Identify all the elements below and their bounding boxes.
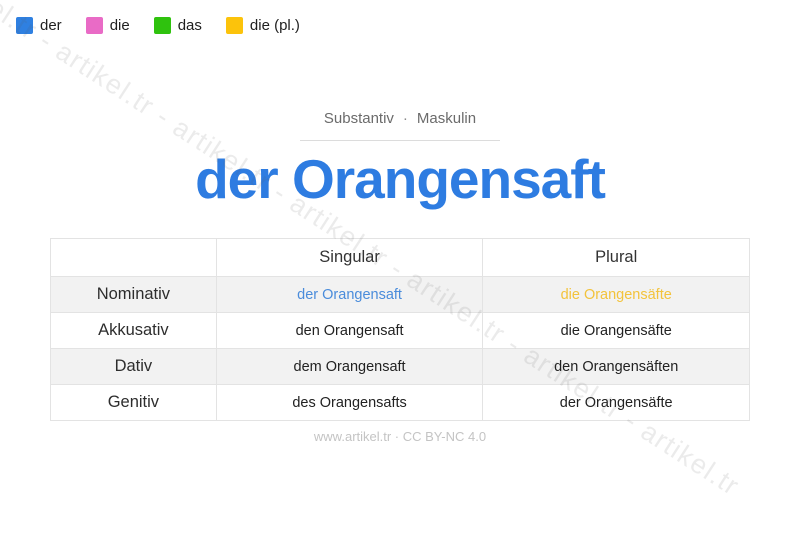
word-type-label: Substantiv (323, 110, 394, 127)
case-column-header (50, 238, 217, 277)
case-label: Akkusativ (50, 312, 217, 349)
separator-dot: · (402, 110, 408, 127)
dativ-plural-value: den Orangensäften (482, 348, 750, 385)
gender-label: Maskulin (416, 110, 477, 127)
case-label: Dativ (50, 348, 217, 385)
legend-label: die (pl.) (249, 17, 300, 34)
table-row-dativ: Dativ dem Orangensaft den Orangensäften (50, 348, 750, 385)
nominativ-singular-value: der Orangensaft (215, 276, 484, 313)
legend-item-die-plural[interactable]: die (pl.) (225, 17, 300, 34)
case-label: Genitiv (50, 384, 217, 421)
nominativ-plural-value: die Orangensäfte (482, 276, 750, 313)
legend-label: das (177, 17, 202, 34)
plural-column-header: Plural (482, 238, 750, 277)
singular-column-header: Singular (215, 238, 484, 277)
table-row-nominativ: Nominativ der Orangensaft die Orangensäf… (50, 276, 750, 313)
legend-item-das[interactable]: das (153, 17, 202, 34)
legend-label: die (109, 17, 130, 34)
der-color-swatch (16, 17, 33, 34)
legend-item-der[interactable]: der (16, 17, 62, 34)
table-row-akkusativ: Akkusativ den Orangensaft die Orangensäf… (50, 312, 750, 349)
table-row-genitiv: Genitiv des Orangensafts der Orangensäft… (50, 384, 750, 421)
genitiv-singular-value: des Orangensafts (215, 384, 484, 421)
die-color-swatch (85, 17, 103, 34)
case-label: Nominativ (50, 276, 217, 313)
table-header-row: Singular Plural (50, 238, 750, 277)
page-title: der Orangensaft (195, 148, 606, 210)
das-color-swatch (153, 17, 171, 34)
word-classification: Substantiv · Maskulin (0, 110, 800, 141)
declension-table: Singular Plural Nominativ der Orangensaf… (50, 238, 750, 421)
legend-item-die[interactable]: die (85, 17, 130, 34)
word-classification-text: Substantiv · Maskulin (300, 110, 500, 141)
gender-legend: der die das die (pl.) (16, 17, 300, 34)
die-plural-color-swatch (225, 17, 243, 34)
akkusativ-plural-value: die Orangensäfte (482, 312, 750, 349)
dativ-singular-value: dem Orangensaft (215, 348, 484, 385)
license-credit: www.artikel.tr · CC BY-NC 4.0 (313, 429, 487, 444)
akkusativ-singular-value: den Orangensaft (215, 312, 484, 349)
legend-label: der (40, 17, 62, 34)
genitiv-plural-value: der Orangensäfte (482, 384, 750, 421)
